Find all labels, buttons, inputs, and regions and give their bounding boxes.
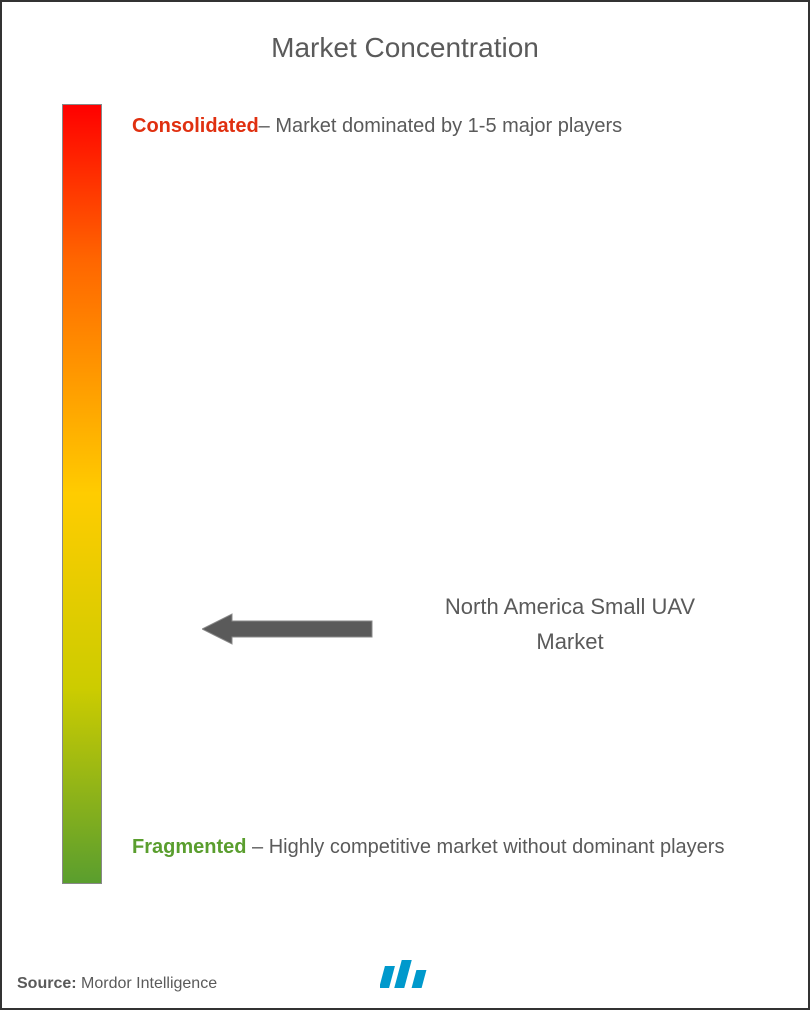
consolidated-desc-text: – Market dominated by 1-5 major players	[259, 115, 623, 137]
fragmented-label: Fragmented	[132, 836, 246, 858]
brand-logo	[380, 958, 430, 993]
page-title: Market Concentration	[42, 32, 768, 64]
source-value: Mordor Intelligence	[77, 975, 218, 992]
consolidated-label: Consolidated	[132, 115, 259, 137]
source-label: Source:	[17, 975, 77, 992]
fragmented-description: Fragmented – Highly competitive market w…	[132, 825, 728, 869]
main-container: Market Concentration Consolidated– Marke…	[0, 0, 810, 1010]
consolidated-description: Consolidated– Market dominated by 1-5 ma…	[132, 104, 728, 148]
text-area: Consolidated– Market dominated by 1-5 ma…	[102, 104, 768, 904]
market-name-label: North America Small UAV Market	[412, 589, 728, 659]
concentration-gradient-bar	[62, 104, 102, 884]
market-position-arrow	[202, 609, 382, 654]
arrow-icon	[202, 609, 382, 649]
fragmented-desc-text: – Highly competitive market without domi…	[246, 836, 724, 858]
main-content: Consolidated– Market dominated by 1-5 ma…	[42, 104, 768, 904]
logo-icon	[380, 958, 430, 988]
source-citation: Source: Mordor Intelligence	[17, 975, 217, 993]
